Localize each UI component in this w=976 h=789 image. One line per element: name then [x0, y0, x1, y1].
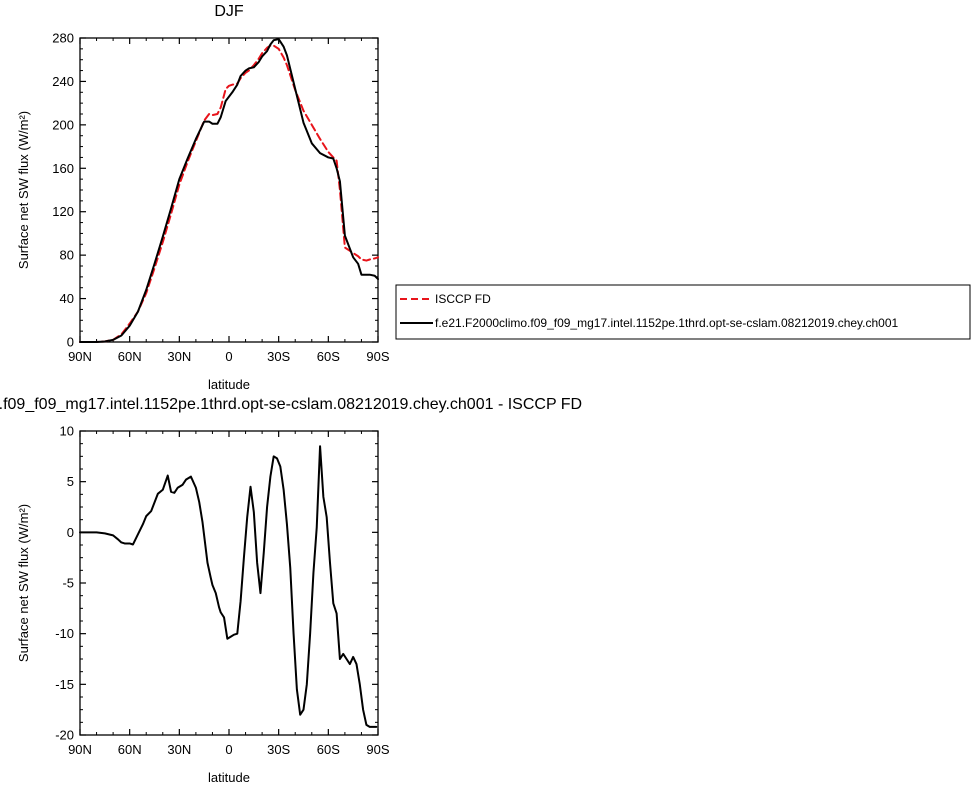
- top-x-tick-label: 60N: [118, 349, 142, 364]
- top-x-tick-label: 30S: [267, 349, 290, 364]
- top-y-axis-label: Surface net SW flux (W/m²): [16, 111, 31, 269]
- top-series-line-0: [79, 44, 379, 343]
- top-ticks: 90N 60N 30N 0 30S 60S 90S 0 40 80 120 160 200 240 280: [52, 31, 390, 365]
- bottom-x-tick-label: 0: [225, 742, 232, 757]
- bottom-y-tick-label: -15: [55, 677, 74, 692]
- top-y-tick-label: 40: [60, 291, 74, 306]
- top-x-tick-label: 30N: [167, 349, 191, 364]
- top-y-tick-label: 120: [52, 204, 74, 219]
- top-plot-frame: [79, 37, 379, 343]
- bottom-x-tick-label: 60S: [317, 742, 340, 757]
- bottom-y-tick-label: -20: [55, 728, 74, 743]
- bottom-series: [79, 445, 378, 728]
- bottom-ticks: 90N 60N 30N 0 30S 60S 90S -20 -15 -10 -5 0 5 10: [55, 424, 390, 758]
- bottom-y-tick-label: -10: [55, 626, 74, 641]
- top-chart-title: DJF: [214, 3, 244, 20]
- top-x-axis-label: latitude: [208, 377, 250, 392]
- bottom-x-tick-label: 30N: [167, 742, 191, 757]
- bottom-panel: f.e21.F2000climo.f09_f09_mg17.intel.1152…: [0, 396, 582, 785]
- legend-box: [395, 284, 971, 340]
- top-y-tick-label: 0: [67, 335, 74, 350]
- bottom-chart-title: f.e21.F2000climo.f09_f09_mg17.intel.1152…: [0, 396, 582, 413]
- bottom-x-axis-label: latitude: [208, 770, 250, 785]
- top-y-tick-label: 240: [52, 74, 74, 89]
- top-y-tick-label: 200: [52, 117, 74, 132]
- bottom-x-tick-label: 60N: [118, 742, 142, 757]
- bottom-y-tick-label: -5: [62, 576, 74, 591]
- top-series-line-1: [79, 38, 379, 343]
- top-y-tick-label: 80: [60, 248, 74, 263]
- top-y-tick-label: 160: [52, 161, 74, 176]
- bottom-y-tick-label: 0: [67, 525, 74, 540]
- legend-label-model: f.e21.F2000climo.f09_f09_mg17.intel.1152…: [435, 316, 899, 330]
- top-y-tick-label: 280: [52, 31, 74, 46]
- top-x-tick-label: 0: [225, 349, 232, 364]
- bottom-x-tick-label: 90N: [68, 742, 92, 757]
- top-x-tick-label: 90N: [68, 349, 92, 364]
- bottom-x-tick-label: 90S: [366, 742, 389, 757]
- legend-label-isccp: ISCCP FD: [435, 292, 491, 306]
- bottom-y-axis-label: Surface net SW flux (W/m²): [16, 504, 31, 662]
- bottom-y-tick-label: 5: [67, 474, 74, 489]
- bottom-x-tick-label: 30S: [267, 742, 290, 757]
- top-panel: DJF 90N 60N 30N 0 30S 60S 90S 0 40 80 120 160 200 240…: [16, 3, 390, 392]
- bottom-plot-frame: [79, 430, 379, 736]
- top-x-tick-label: 90S: [366, 349, 389, 364]
- bottom-y-tick-label: 10: [60, 424, 74, 439]
- top-x-tick-label: 60S: [317, 349, 340, 364]
- legend: ISCCP FD f.e21.F2000climo.f09_f09_mg17.i…: [395, 284, 971, 340]
- bottom-series-line-0: [79, 445, 378, 728]
- top-series: [79, 38, 379, 343]
